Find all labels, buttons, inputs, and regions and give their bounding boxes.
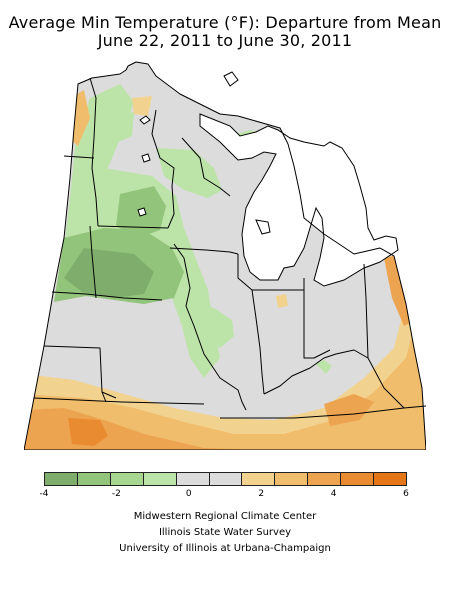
inland-lake (255, 219, 271, 235)
legend-tick-label: 6 (403, 489, 409, 499)
ohio-river-border (263, 349, 369, 395)
legend-swatch (142, 472, 177, 486)
island-shape (223, 71, 239, 87)
map-svg (24, 58, 426, 450)
ne-ks-border (43, 345, 117, 399)
legend-swatch (76, 472, 111, 486)
mn-nd-border (89, 77, 99, 227)
ky-va-border (367, 357, 405, 409)
ky-tn-border (220, 405, 426, 419)
ks-ok-border (33, 397, 205, 405)
wi-il-border (169, 247, 239, 255)
color-legend: -4 -2 0 2 4 6 (40, 472, 409, 512)
legend-tick-label: -2 (111, 489, 121, 499)
island-shape (139, 115, 151, 125)
legend-swatch (373, 472, 407, 486)
mn-ia-border (97, 225, 169, 229)
legend-swatch (109, 472, 144, 486)
ia-mo-border (51, 291, 163, 301)
mississippi-river-border (173, 243, 247, 411)
warm-area-kentucky (324, 394, 374, 426)
credit-line: Illinois State Water Survey (158, 527, 292, 538)
cool-area-arrowhead (112, 112, 134, 142)
legend-tick-label: 2 (258, 489, 265, 499)
legend-swatch (241, 472, 276, 486)
great-lakes-water (199, 113, 399, 287)
lake-islands (137, 71, 239, 217)
oh-pa-border (363, 263, 369, 359)
nd-sd-border (63, 155, 95, 159)
cool-spot-kentucky (316, 360, 332, 374)
legend-tick-label: 4 (330, 489, 337, 499)
wi-mi-up-border (181, 137, 231, 197)
il-in-border (237, 254, 265, 395)
legend-swatch (307, 472, 342, 486)
legend-swatch (175, 472, 210, 486)
legend-swatch (44, 472, 78, 486)
map-date-range: June 22, 2011 to June 30, 2011 (97, 31, 353, 50)
mn-wi-border (151, 109, 175, 229)
legend-swatch (274, 472, 309, 486)
temperature-departure-map (24, 58, 426, 450)
cool-area-wisconsin (156, 148, 222, 198)
legend-tick-label: -4 (39, 489, 49, 499)
in-oh-border (303, 278, 331, 359)
legend-swatch (208, 472, 243, 486)
region-outline (24, 61, 426, 450)
ia-ne-border (89, 225, 97, 299)
warm-spot-indiana (276, 294, 288, 308)
warmer-area-south (24, 308, 426, 450)
cool-area-central-illinois (174, 294, 234, 348)
credit-line: Midwestern Regional Climate Center (133, 511, 317, 522)
ks-mo-border (101, 391, 107, 403)
coolest-area-iowa (64, 248, 154, 298)
legend-swatch (340, 472, 375, 486)
map-title: Average Min Temperature (°F): Departure … (8, 13, 442, 32)
island-shape (137, 207, 147, 217)
legend-tick-label: 0 (185, 489, 192, 499)
hot-spot-kansas (68, 418, 108, 446)
island-shape (141, 153, 151, 163)
state-boundaries (24, 61, 426, 450)
credit-line: University of Illinois at Urbana-Champai… (119, 543, 331, 554)
warm-spot-minnesota (132, 96, 152, 116)
